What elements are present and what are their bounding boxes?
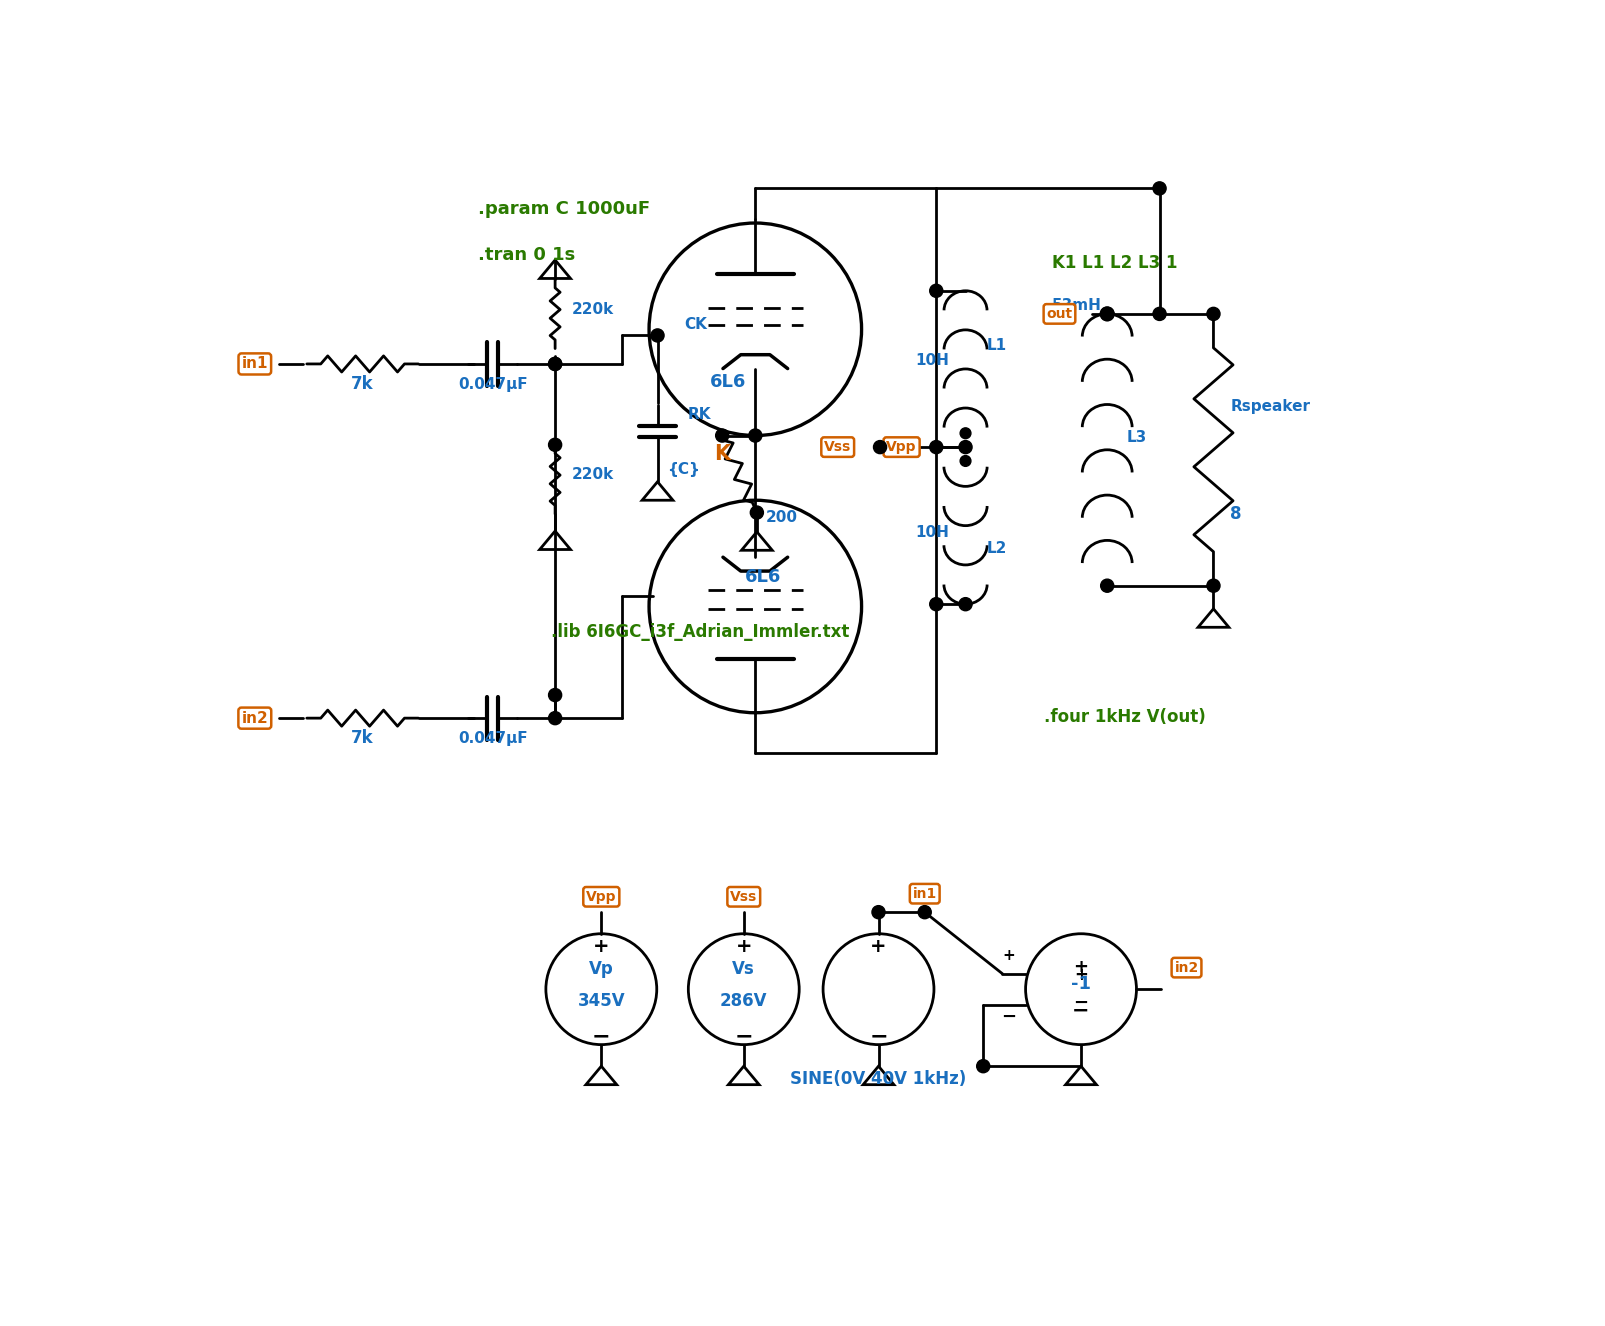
Text: SINE(0V 40V 1kHz): SINE(0V 40V 1kHz) (790, 1070, 966, 1087)
Text: in1: in1 (241, 357, 268, 371)
Circle shape (976, 1059, 989, 1073)
Text: L2: L2 (987, 541, 1006, 556)
Text: .lib 6I6GC_i3f_Adrian_Immler.txt: .lib 6I6GC_i3f_Adrian_Immler.txt (551, 623, 849, 642)
Text: −: − (1072, 994, 1088, 1012)
Text: 10H: 10H (915, 525, 949, 540)
Circle shape (1207, 579, 1220, 593)
Circle shape (549, 712, 562, 725)
Text: 220k: 220k (571, 302, 615, 317)
Text: 345V: 345V (578, 992, 624, 1010)
Text: 286V: 286V (719, 992, 767, 1010)
Text: Rspeaker: Rspeaker (1229, 399, 1310, 414)
Text: 7k: 7k (351, 374, 374, 392)
Circle shape (549, 358, 562, 370)
Text: Vss: Vss (823, 440, 851, 453)
Circle shape (748, 430, 761, 442)
Text: .tran 0 1s: .tran 0 1s (478, 247, 575, 264)
Text: Vp: Vp (589, 960, 613, 977)
Text: +: + (1002, 948, 1014, 963)
Text: in2: in2 (241, 711, 268, 725)
Circle shape (1099, 306, 1114, 321)
Text: 200: 200 (766, 509, 798, 525)
Text: −: − (868, 1026, 888, 1048)
Text: K: K (714, 444, 730, 464)
Text: in2: in2 (1173, 960, 1197, 975)
Text: 6L6: 6L6 (745, 568, 780, 586)
Text: −: − (592, 1026, 610, 1048)
Text: K1 L1 L2 L3 1: K1 L1 L2 L3 1 (1051, 253, 1176, 272)
Circle shape (1152, 308, 1165, 321)
Circle shape (750, 507, 762, 518)
Text: +: + (1072, 959, 1088, 976)
Text: −: − (733, 1026, 753, 1048)
Text: .param C 1000uF: .param C 1000uF (478, 200, 650, 217)
Text: -1: -1 (1071, 975, 1090, 993)
Text: 0.047µF: 0.047µF (457, 731, 526, 745)
Text: +: + (1074, 967, 1087, 984)
Circle shape (549, 688, 562, 701)
Circle shape (1099, 579, 1112, 593)
Text: 0.047µF: 0.047µF (457, 377, 526, 391)
Circle shape (872, 906, 884, 919)
Text: −: − (1000, 1008, 1016, 1025)
Text: .four 1kHz V(out): .four 1kHz V(out) (1043, 708, 1205, 727)
Text: in1: in1 (912, 887, 936, 900)
Circle shape (960, 428, 971, 439)
Text: Vpp: Vpp (586, 890, 616, 904)
Text: Vs: Vs (732, 960, 754, 977)
Circle shape (549, 439, 562, 451)
Text: 7k: 7k (351, 729, 374, 747)
Text: out: out (1046, 306, 1072, 321)
Text: 53mH: 53mH (1051, 298, 1101, 313)
Text: +: + (592, 937, 610, 956)
Text: L3: L3 (1125, 430, 1146, 446)
Text: 8: 8 (1229, 505, 1241, 522)
Circle shape (960, 456, 971, 467)
Circle shape (958, 598, 971, 611)
Circle shape (958, 440, 971, 453)
Text: Vss: Vss (730, 890, 758, 904)
Circle shape (929, 440, 942, 453)
Circle shape (929, 284, 942, 297)
Circle shape (873, 440, 886, 453)
Text: CK: CK (684, 317, 706, 333)
Text: −: − (1072, 1000, 1090, 1020)
Circle shape (549, 358, 562, 370)
Circle shape (918, 906, 931, 919)
Text: L1: L1 (987, 338, 1006, 353)
Circle shape (929, 598, 942, 611)
Text: +: + (735, 937, 751, 956)
Text: Vpp: Vpp (886, 440, 916, 453)
Text: +: + (870, 937, 886, 956)
Text: RK: RK (687, 407, 711, 422)
Circle shape (650, 329, 663, 342)
Text: 220k: 220k (571, 468, 615, 483)
Text: 6L6: 6L6 (709, 373, 746, 391)
Text: {C}: {C} (666, 461, 700, 477)
Text: 10H: 10H (915, 353, 949, 369)
Circle shape (716, 430, 729, 442)
Circle shape (1152, 182, 1165, 195)
Circle shape (1099, 308, 1112, 321)
Circle shape (1207, 308, 1220, 321)
